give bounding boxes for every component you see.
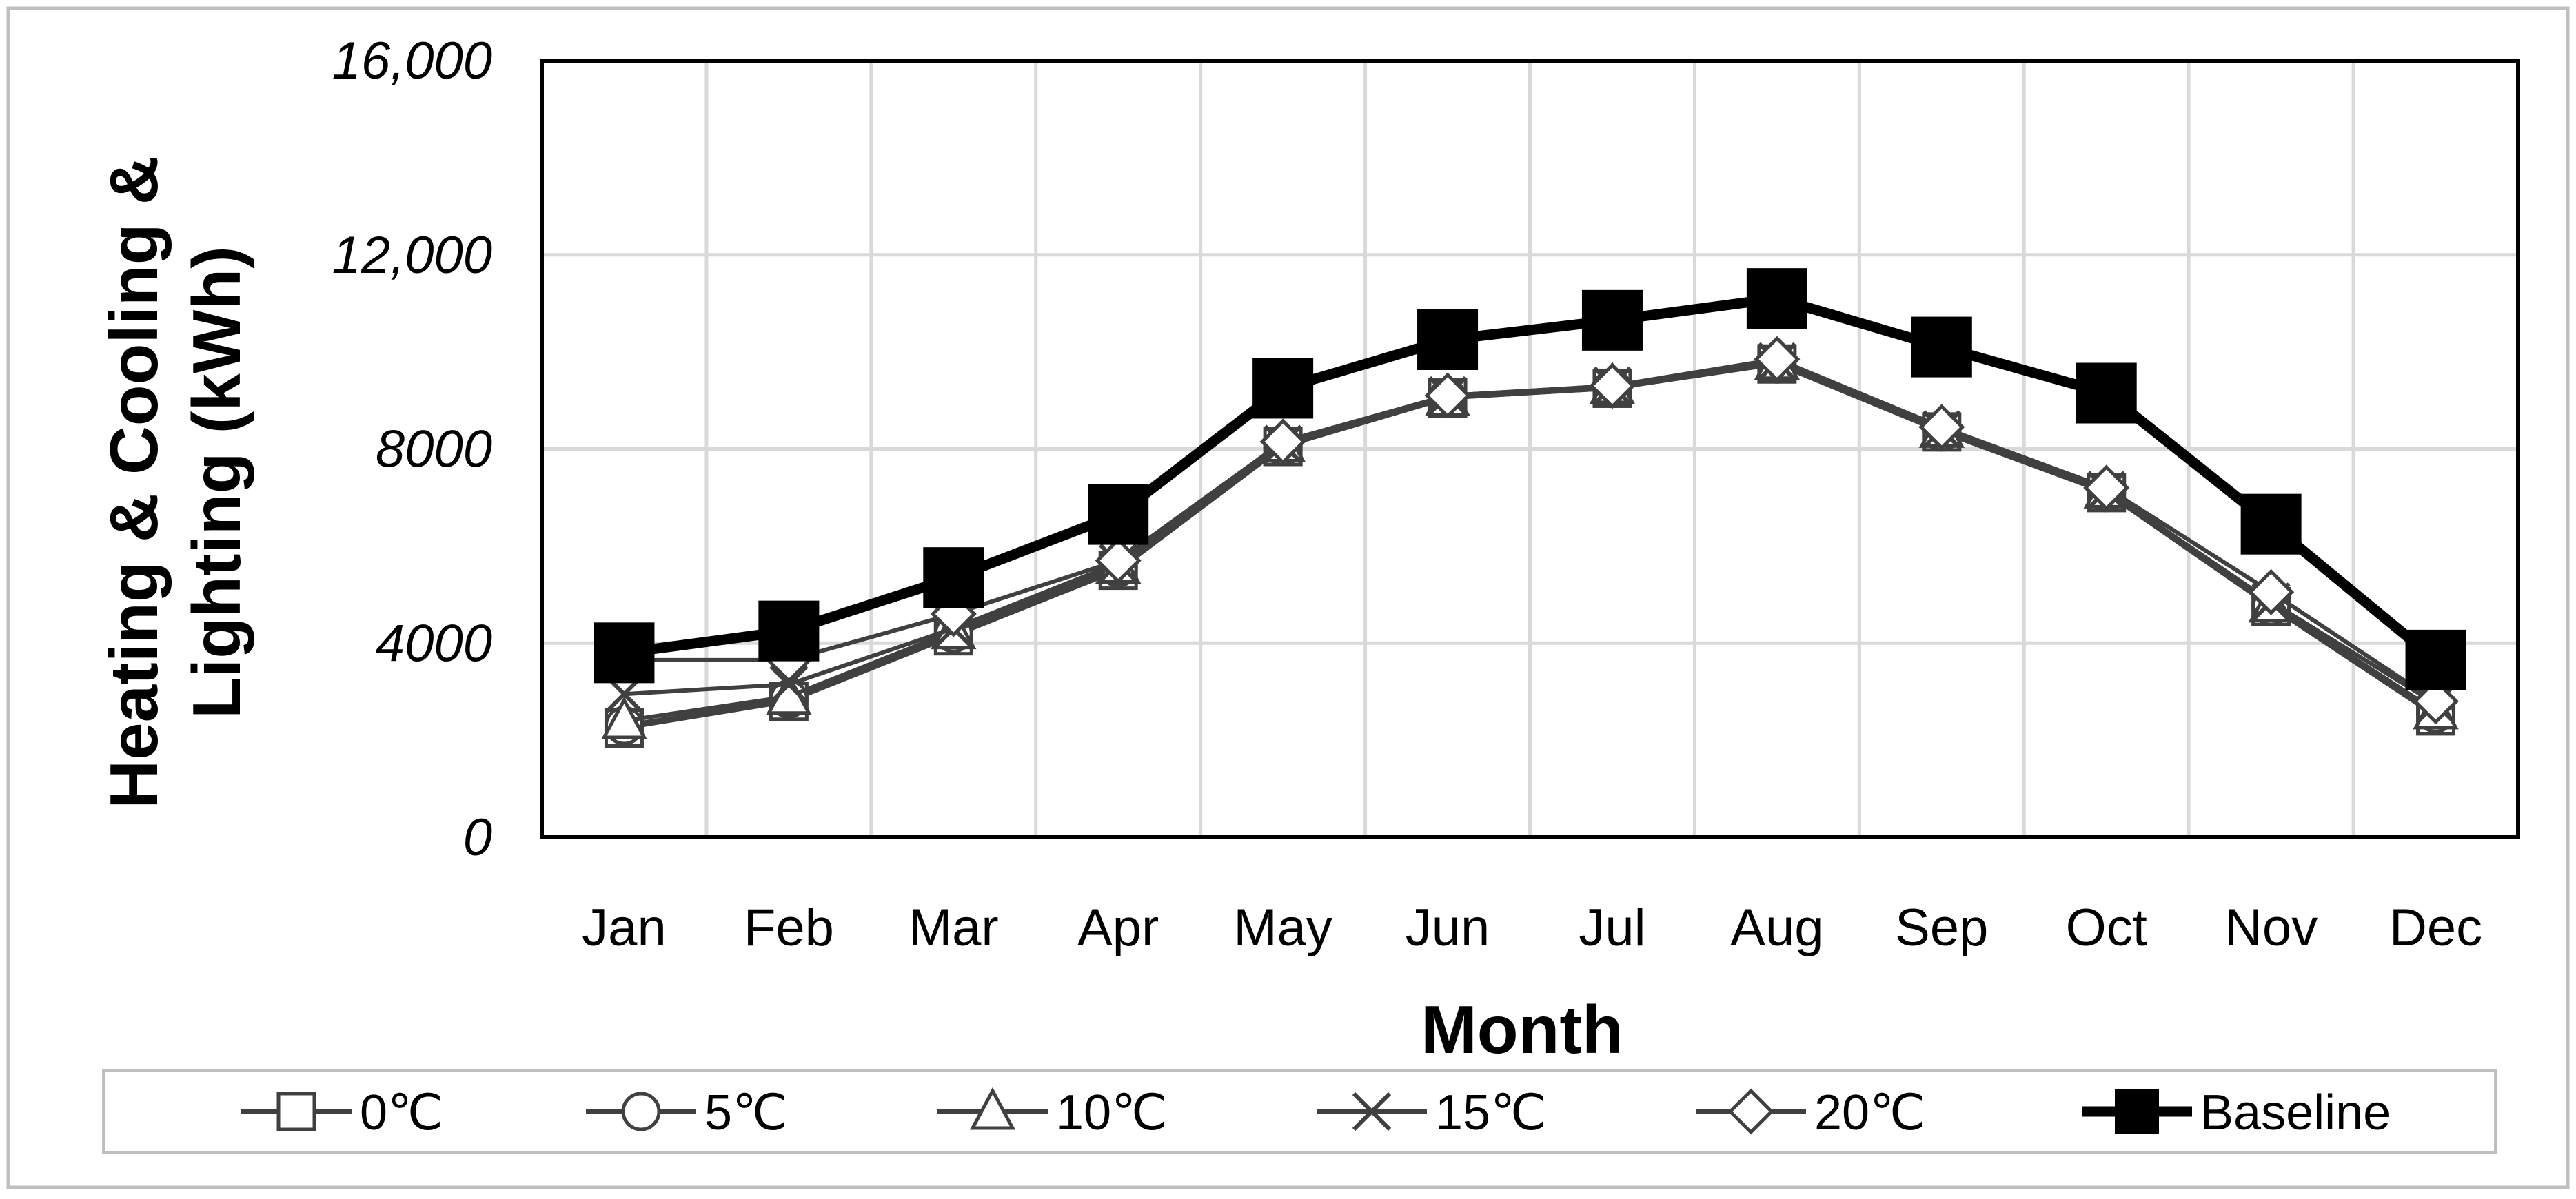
legend-label: 20℃ (1814, 1085, 1925, 1140)
legend-item: Baseline (2082, 1085, 2391, 1140)
y-tick-label: 4000 (376, 614, 492, 673)
plot-area (540, 59, 2520, 839)
point-marker-x (769, 665, 809, 704)
point-marker-square-filled (1252, 358, 1314, 419)
legend-label: 10℃ (1056, 1085, 1167, 1140)
legend-label: Baseline (2200, 1085, 2391, 1140)
legend-item: 15℃ (1317, 1085, 1546, 1140)
point-marker-diamond (1259, 418, 1306, 465)
outer-frame (6, 6, 2570, 1189)
point-marker-square-filled (2115, 1089, 2159, 1134)
x-tick-label: Jan (582, 899, 667, 957)
x-axis-title: Month (1421, 992, 1623, 1067)
x-tick-label: Mar (909, 899, 999, 957)
x-tick-label: Aug (1730, 899, 1823, 957)
x-tick-label: Oct (2066, 899, 2147, 957)
x-tick-label: Jun (1406, 899, 1490, 957)
point-marker-diamond (1424, 372, 1471, 419)
point-marker-square-filled (1581, 289, 1643, 351)
point-marker-circle (621, 1092, 661, 1131)
y-axis-title-line-1: Heating & Cooling & (96, 156, 172, 808)
point-marker-diamond (2248, 568, 2295, 615)
point-marker-square-filled (2076, 362, 2137, 424)
point-marker-diamond (2083, 464, 2130, 511)
point-marker-diamond (1754, 336, 1801, 382)
y-tick-label: 0 (463, 808, 492, 867)
x-tick-label: Apr (1077, 899, 1159, 957)
point-marker-square-filled (1088, 484, 1149, 545)
point-marker-triangle (969, 1087, 1016, 1130)
point-marker-triangle (601, 696, 647, 739)
x-tick-label: May (1233, 899, 1332, 957)
legend-box (102, 1069, 2497, 1154)
legend-label: 0℃ (360, 1085, 443, 1140)
point-marker-diamond (1727, 1088, 1774, 1135)
point-marker-square-filled (594, 622, 655, 684)
point-marker-diamond (1918, 404, 1965, 451)
point-marker-square-filled (2405, 629, 2466, 690)
point-marker-square (276, 1092, 316, 1131)
y-tick-label: 12,000 (332, 226, 492, 285)
legend-label: 5℃ (704, 1085, 788, 1140)
x-tick-label: Dec (2389, 899, 2482, 957)
x-tick-label: Nov (2224, 899, 2318, 957)
y-axis-title-line-2: Lighting (kWh) (179, 246, 254, 719)
point-marker-x (1352, 1092, 1392, 1131)
point-marker-square-filled (1746, 268, 1807, 329)
legend-item: 10℃ (937, 1085, 1167, 1140)
x-tick-label: Jul (1579, 899, 1645, 957)
y-tick-label: 16,000 (332, 32, 492, 90)
point-marker-square-filled (758, 600, 820, 662)
legend-label: 15℃ (1435, 1085, 1546, 1140)
series (594, 268, 2466, 748)
point-marker-diamond (2413, 678, 2460, 725)
point-marker-square-filled (923, 547, 984, 608)
series-5 (594, 268, 2466, 690)
x-axis-ticks: Jan Feb Mar Apr May Jun Jul Aug Sep Oct Nov Dec (582, 899, 2482, 957)
point-marker-diamond (1095, 537, 1142, 584)
point-marker-square-filled (2240, 493, 2302, 555)
x-tick-label: Feb (744, 899, 834, 957)
point-marker-square-filled (1417, 309, 1479, 371)
x-tick-label: Sep (1895, 899, 1988, 957)
legend-item: 0℃ (241, 1085, 443, 1140)
y-axis-ticks: 0 4000 8000 12,000 16,000 (332, 32, 492, 867)
point-marker-diamond (1589, 362, 1636, 409)
gridlines (542, 61, 2518, 837)
legend: 0℃ 5℃ 10℃ 15℃ 20℃ Baseline (241, 1085, 2391, 1140)
series-line (624, 357, 2437, 704)
legend-item: 5℃ (586, 1085, 788, 1140)
point-marker-square-filled (1911, 316, 1972, 378)
legend-item: 20℃ (1696, 1085, 1925, 1140)
y-tick-label: 8000 (376, 420, 492, 479)
